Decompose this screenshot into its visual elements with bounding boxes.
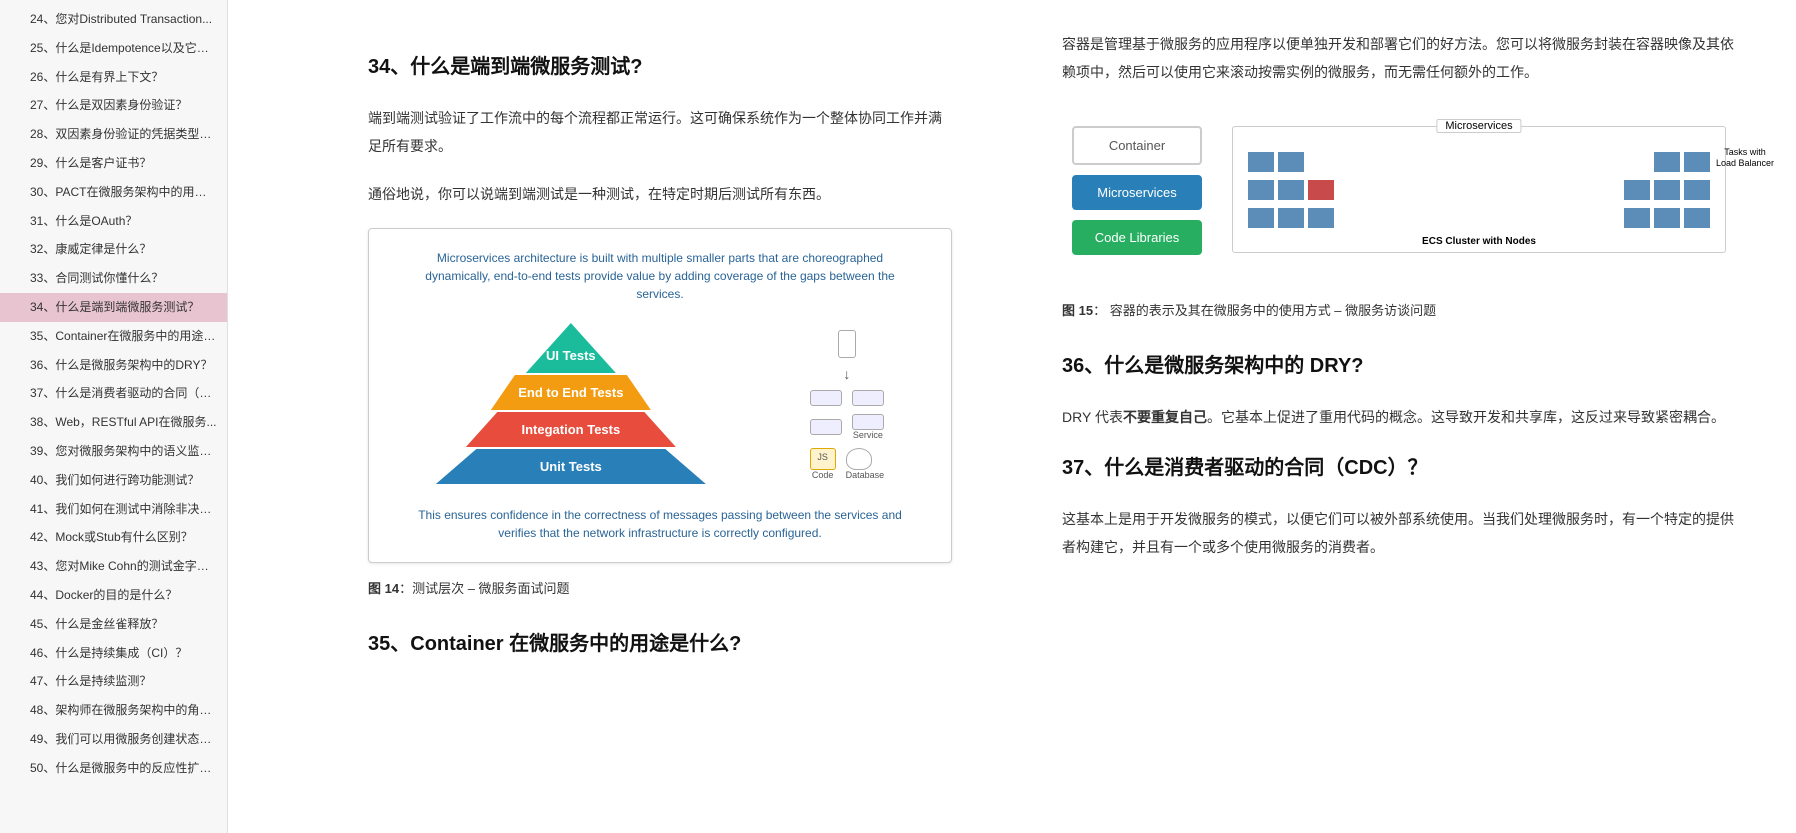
pyramid-level-1: End to End Tests xyxy=(491,375,651,410)
toc-item-39[interactable]: 39、您对微服务架构中的语义监控... xyxy=(0,437,227,466)
cluster-node xyxy=(1654,208,1680,228)
toc-item-35[interactable]: 35、Container在微服务中的用途是... xyxy=(0,322,227,351)
diagram-top-text: Microservices architecture is built with… xyxy=(384,244,936,308)
label-db: Database xyxy=(846,470,885,480)
cluster-node xyxy=(1248,208,1274,228)
cluster-node xyxy=(1654,180,1680,200)
column-right: 容器是管理基于微服务的应用程序以便单独开发和部署它们的好方法。您可以将微服务封装… xyxy=(1012,0,1796,833)
cluster-node xyxy=(1278,208,1304,228)
toc-item-42[interactable]: 42、Mock或Stub有什么区别？ xyxy=(0,523,227,552)
label-js: JS xyxy=(817,452,828,462)
microservices-label: Microservices xyxy=(1436,119,1521,133)
toc-item-34[interactable]: 34、什么是端到端微服务测试？ xyxy=(0,293,227,322)
pyramid: UI TestsEnd to End TestsIntegation Tests… xyxy=(436,323,706,486)
cluster-node xyxy=(1308,208,1334,228)
container-label: Container xyxy=(1072,126,1202,165)
toc-item-49[interactable]: 49、我们可以用微服务创建状态机... xyxy=(0,725,227,754)
cluster-node xyxy=(1248,180,1274,200)
toc-item-47[interactable]: 47、什么是持续监测？ xyxy=(0,667,227,696)
cluster-node xyxy=(1624,180,1650,200)
cluster-node xyxy=(1278,180,1304,200)
cluster-node xyxy=(1624,208,1650,228)
toc-item-40[interactable]: 40、我们如何进行跨功能测试？ xyxy=(0,466,227,495)
figure-15-caption: 图 15： 容器的表示及其在微服务中的使用方式 – 微服务访谈问题 xyxy=(1062,300,1736,319)
toc-item-44[interactable]: 44、Docker的目的是什么？ xyxy=(0,581,227,610)
toc-item-37[interactable]: 37、什么是消费者驱动的合同（CD... xyxy=(0,379,227,408)
toc-item-26[interactable]: 26、什么是有界上下文？ xyxy=(0,63,227,92)
cluster-node xyxy=(1684,208,1710,228)
pyramid-level-0: UI Tests xyxy=(526,323,616,373)
toc-item-50[interactable]: 50、什么是微服务中的反应性扩展？ xyxy=(0,754,227,783)
ecs-label: ECS Cluster with Nodes xyxy=(1248,236,1710,247)
label-code: Code xyxy=(810,470,836,480)
toc-item-48[interactable]: 48、架构师在微服务架构中的角色... xyxy=(0,696,227,725)
q35-title: 35、Container 在微服务中的用途是什么? xyxy=(368,627,952,656)
diagram-bottom-text: This ensures confidence in the correctne… xyxy=(384,501,936,547)
cluster-node xyxy=(1684,180,1710,200)
q34-title: 34、什么是端到端微服务测试? xyxy=(368,50,952,79)
toc-item-27[interactable]: 27、什么是双因素身份验证？ xyxy=(0,91,227,120)
pyramid-level-2: Integation Tests xyxy=(466,412,676,447)
toc-item-33[interactable]: 33、合同测试你懂什么？ xyxy=(0,264,227,293)
cluster-node xyxy=(1278,152,1304,172)
cluster-node xyxy=(1684,152,1710,172)
q34-p1: 端到端测试验证了工作流中的每个流程都正常运行。这可确保系统作为一个整体协同工作并… xyxy=(368,104,952,160)
toc-item-28[interactable]: 28、双因素身份验证的凭据类型有... xyxy=(0,120,227,149)
label-service: Service xyxy=(852,430,884,440)
toc-item-46[interactable]: 46、什么是持续集成（CI）？ xyxy=(0,639,227,668)
main-content: 34、什么是端到端微服务测试? 端到端测试验证了工作流中的每个流程都正常运行。这… xyxy=(228,0,1796,833)
toc-item-31[interactable]: 31、什么是OAuth？ xyxy=(0,207,227,236)
toc-item-41[interactable]: 41、我们如何在测试中消除非决定... xyxy=(0,495,227,524)
toc-item-32[interactable]: 32、康威定律是什么？ xyxy=(0,235,227,264)
figure-14-caption: 图 14：测试层次 – 微服务面试问题 xyxy=(368,578,952,597)
q37-p1: 这基本上是用于开发微服务的模式，以便它们可以被外部系统使用。当我们处理微服务时，… xyxy=(1062,505,1736,561)
toc-item-38[interactable]: 38、Web，RESTful API在微服务... xyxy=(0,408,227,437)
chip-microservices: Microservices xyxy=(1072,175,1202,210)
cluster-node xyxy=(1248,152,1274,172)
toc-item-25[interactable]: 25、什么是Idempotence以及它在... xyxy=(0,34,227,63)
container-diagram: Container Microservices Code Libraries Mi… xyxy=(1062,106,1736,285)
toc-item-45[interactable]: 45、什么是金丝雀释放？ xyxy=(0,610,227,639)
pyramid-level-3: Unit Tests xyxy=(436,449,706,484)
column-left: 34、什么是端到端微服务测试? 端到端测试验证了工作流中的每个流程都正常运行。这… xyxy=(228,0,1012,833)
q36-title: 36、什么是微服务架构中的 DRY? xyxy=(1062,349,1736,378)
toc-item-29[interactable]: 29、什么是客户证书？ xyxy=(0,149,227,178)
cluster-node xyxy=(1308,180,1334,200)
chip-code-libraries: Code Libraries xyxy=(1072,220,1202,255)
cluster-node xyxy=(1654,152,1680,172)
q34-p2: 通俗地说，你可以说端到端测试是一种测试，在特定时期后测试所有东西。 xyxy=(368,180,952,208)
toc-item-43[interactable]: 43、您对Mike Cohn的测试金字塔... xyxy=(0,552,227,581)
tasks-label: Tasks with Load Balancer xyxy=(1715,147,1775,169)
table-of-contents: 24、您对Distributed Transaction...25、什么是Ide… xyxy=(0,0,228,833)
testing-pyramid-diagram: Microservices architecture is built with… xyxy=(368,228,952,563)
toc-item-36[interactable]: 36、什么是微服务架构中的DRY？ xyxy=(0,351,227,380)
q37-title: 37、什么是消费者驱动的合同（CDC）？ xyxy=(1062,451,1736,480)
service-diagram: ↓ Service JSCode Database xyxy=(810,330,885,480)
toc-item-30[interactable]: 30、PACT在微服务架构中的用途是... xyxy=(0,178,227,207)
toc-item-24[interactable]: 24、您对Distributed Transaction... xyxy=(0,5,227,34)
q35-p1: 容器是管理基于微服务的应用程序以便单独开发和部署它们的好方法。您可以将微服务封装… xyxy=(1062,30,1736,86)
q36-p1: DRY 代表不要重复自己。它基本上促进了重用代码的概念。这导致开发和共享库，这反… xyxy=(1062,403,1736,431)
